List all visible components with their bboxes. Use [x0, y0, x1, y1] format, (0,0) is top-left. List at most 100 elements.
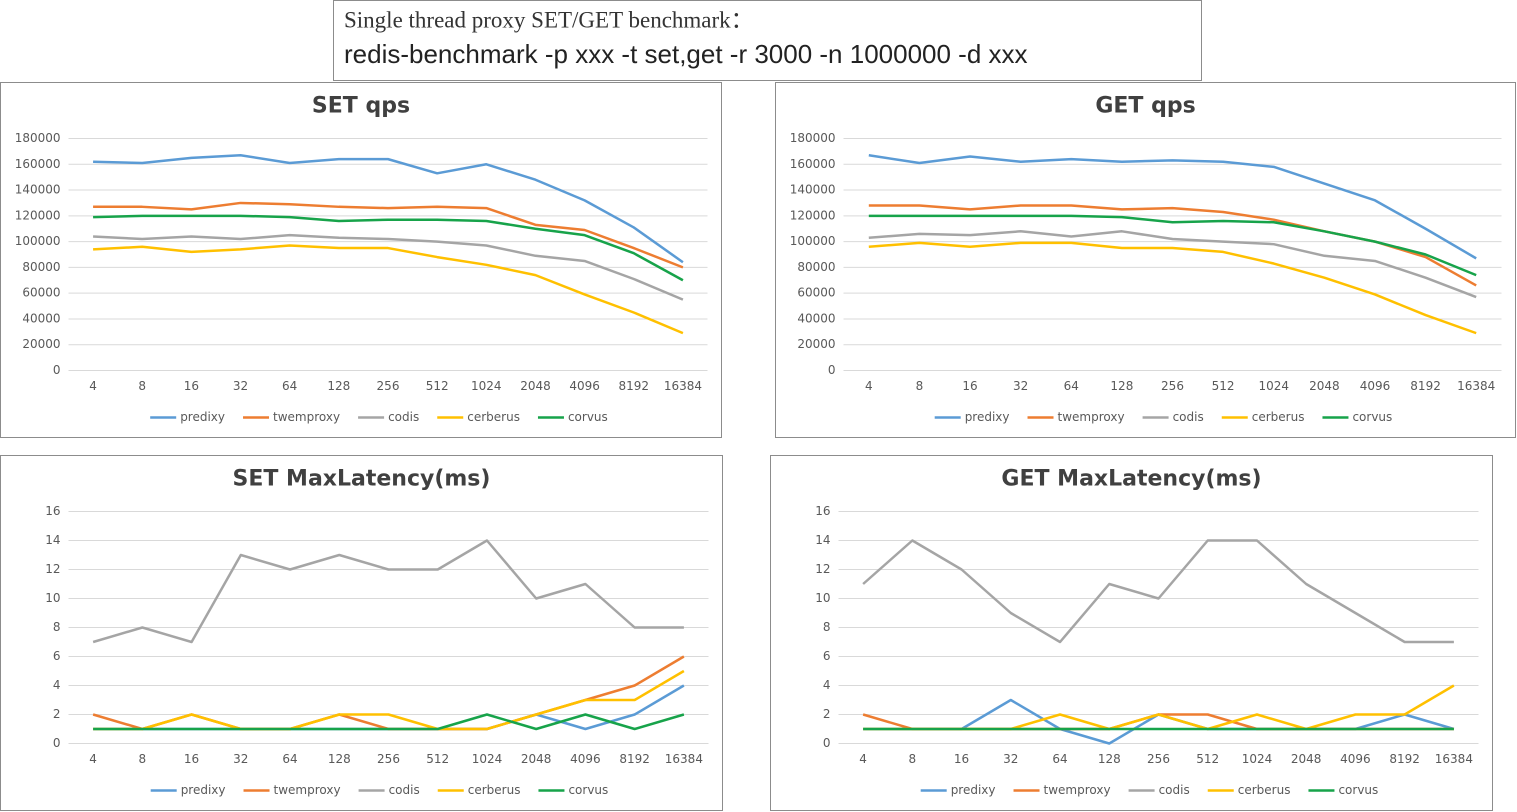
x-tick-label: 64	[282, 752, 297, 766]
y-tick-label: 4	[53, 678, 61, 692]
x-tick-label: 256	[377, 379, 400, 393]
x-tick-label: 128	[328, 752, 351, 766]
legend-label: cerberus	[1238, 783, 1291, 797]
x-tick-label: 16	[954, 752, 969, 766]
y-tick-label: 10	[815, 591, 830, 605]
legend-label: twemproxy	[1058, 410, 1125, 424]
legend-label: cerberus	[468, 783, 521, 797]
x-tick-label: 2048	[521, 752, 552, 766]
x-tick-label: 8192	[618, 379, 649, 393]
x-tick-label: 1024	[1258, 379, 1289, 393]
legend-label: codis	[388, 410, 419, 424]
x-tick-label: 64	[1052, 752, 1067, 766]
x-tick-label: 256	[1147, 752, 1170, 766]
chart-title: GET MaxLatency(ms)	[1001, 467, 1261, 492]
y-tick-label: 10	[45, 591, 60, 605]
chart-panel	[775, 82, 1516, 438]
x-tick-label: 2048	[1309, 379, 1340, 393]
legend-label: twemproxy	[274, 783, 341, 797]
y-tick-label: 180000	[15, 131, 61, 145]
legend-label: corvus	[568, 410, 608, 424]
x-tick-label: 16	[184, 752, 199, 766]
x-tick-label: 512	[1196, 752, 1219, 766]
x-tick-label: 8	[916, 379, 924, 393]
y-tick-label: 2	[823, 707, 831, 721]
series-line	[868, 214, 1477, 277]
legend-label: corvus	[568, 783, 608, 797]
y-tick-label: 6	[823, 649, 831, 663]
y-tick-label: 140000	[790, 183, 836, 197]
x-tick-label: 1024	[472, 752, 503, 766]
x-tick-label: 256	[377, 752, 400, 766]
x-tick-label: 8	[909, 752, 917, 766]
x-tick-label: 4	[859, 752, 867, 766]
x-tick-label: 32	[1003, 752, 1018, 766]
series-line	[93, 233, 684, 301]
x-tick-label: 8	[138, 379, 146, 393]
y-tick-label: 6	[53, 649, 61, 663]
x-tick-label: 512	[1212, 379, 1235, 393]
y-tick-label: 80000	[797, 260, 835, 274]
series-line	[862, 539, 1454, 644]
y-tick-label: 4	[823, 678, 831, 692]
y-tick-label: 100000	[15, 234, 61, 248]
series-line	[92, 539, 684, 644]
x-tick-label: 16384	[665, 752, 703, 766]
x-tick-label: 8192	[1389, 752, 1420, 766]
series-line	[93, 244, 684, 335]
y-tick-label: 8	[823, 620, 831, 634]
x-tick-label: 4096	[1340, 752, 1371, 766]
series-line	[93, 713, 685, 731]
y-tick-label: 140000	[15, 183, 61, 197]
x-tick-label: 16384	[1457, 379, 1495, 393]
y-tick-label: 0	[53, 736, 61, 750]
x-tick-label: 4096	[570, 752, 601, 766]
y-tick-label: 80000	[22, 260, 60, 274]
chart-panel	[0, 455, 723, 811]
x-tick-label: 64	[1064, 379, 1079, 393]
y-tick-label: 0	[823, 736, 831, 750]
series-line	[93, 669, 685, 731]
x-tick-label: 64	[282, 379, 297, 393]
y-tick-label: 2	[53, 707, 61, 721]
y-tick-label: 12	[815, 562, 830, 576]
chart-panel	[0, 82, 722, 438]
legend-label: predixy	[181, 783, 226, 797]
x-tick-label: 8192	[1410, 379, 1441, 393]
y-tick-label: 120000	[790, 208, 836, 222]
chart-title: SET qps	[312, 94, 410, 119]
y-tick-label: 0	[828, 363, 836, 377]
x-tick-label: 1024	[471, 379, 502, 393]
x-tick-label: 4	[865, 379, 873, 393]
x-tick-label: 4	[89, 379, 97, 393]
chart-title: GET qps	[1095, 94, 1195, 119]
x-tick-label: 16384	[664, 379, 702, 393]
x-tick-label: 8	[139, 752, 147, 766]
series-line	[93, 201, 684, 269]
series-line	[93, 214, 684, 282]
legend-label: predixy	[965, 410, 1010, 424]
legend-label: codis	[1159, 783, 1190, 797]
legend-label: predixy	[951, 783, 996, 797]
x-tick-label: 1024	[1242, 752, 1273, 766]
y-tick-label: 60000	[22, 286, 60, 300]
x-tick-label: 512	[426, 379, 449, 393]
x-tick-label: 32	[233, 752, 248, 766]
legend-label: cerberus	[1252, 410, 1305, 424]
series-line	[93, 154, 684, 264]
y-tick-label: 16	[45, 504, 60, 518]
x-tick-label: 32	[1013, 379, 1028, 393]
y-tick-label: 40000	[22, 311, 60, 325]
header-box	[333, 0, 1202, 81]
y-tick-label: 40000	[797, 311, 835, 325]
x-tick-label: 2048	[520, 379, 551, 393]
series-line	[868, 241, 1477, 335]
x-tick-label: 2048	[1291, 752, 1322, 766]
x-tick-label: 4	[89, 752, 97, 766]
y-tick-label: 12	[45, 562, 60, 576]
y-tick-label: 20000	[797, 337, 835, 351]
y-tick-label: 180000	[790, 131, 836, 145]
chart-panel	[770, 455, 1493, 811]
x-tick-label: 32	[233, 379, 248, 393]
